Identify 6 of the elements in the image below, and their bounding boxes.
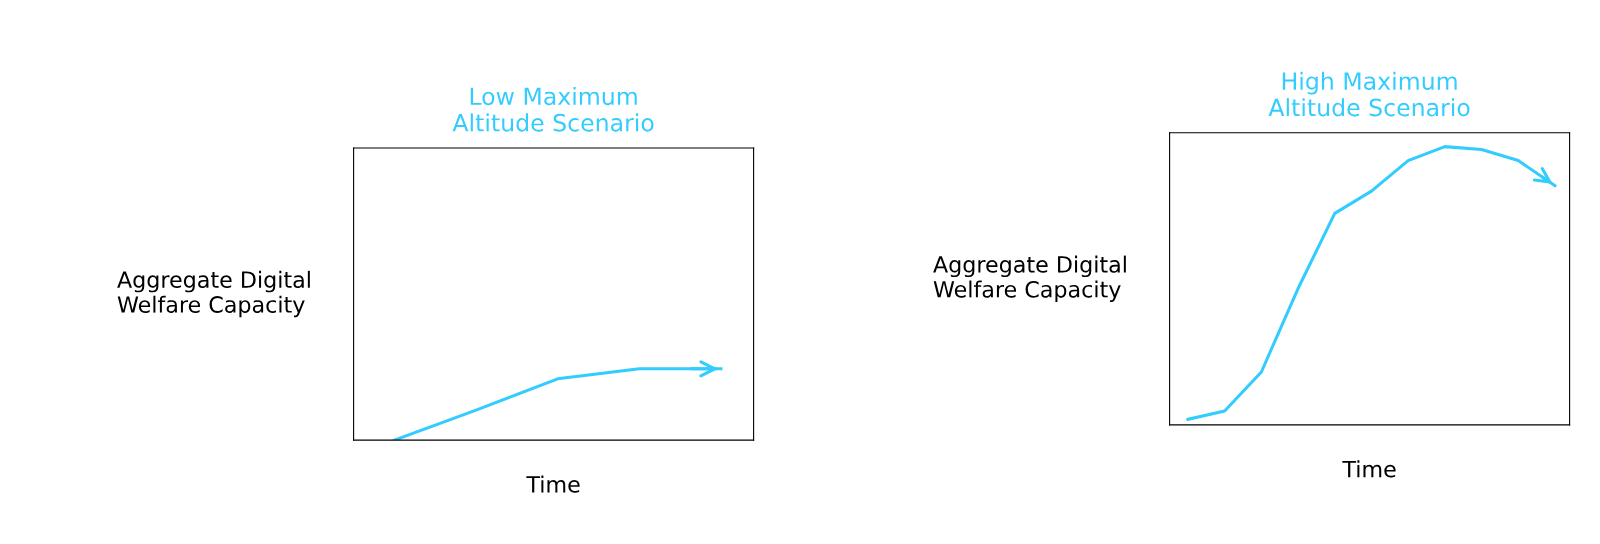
chart-title: High Maximum Altitude Scenario <box>1268 71 1470 117</box>
x-axis-title: Time <box>526 475 580 493</box>
y-axis-title: Aggregate Digital Welfare Capacity <box>117 270 310 318</box>
chart-title: Low Maximum Altitude Scenario <box>452 86 654 132</box>
y-axis-title: Aggregate Digital Welfare Capacity <box>933 255 1126 302</box>
x-axis-title: Time <box>1342 460 1396 478</box>
